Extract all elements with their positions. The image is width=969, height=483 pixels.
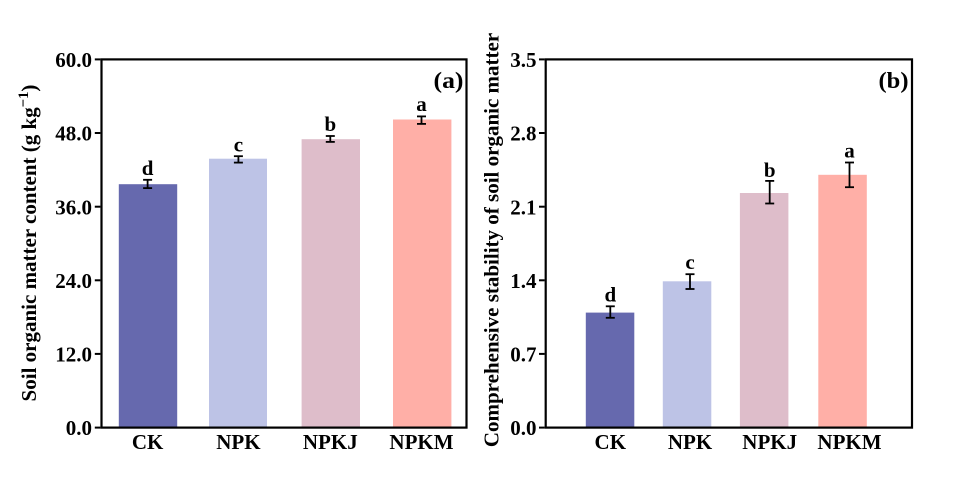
svg-text:Soil organic matter content (g: Soil organic matter content (g kg−1) [16, 85, 41, 402]
svg-text:c: c [685, 250, 694, 274]
svg-text:a: a [416, 92, 427, 116]
svg-text:NPKJ: NPKJ [303, 430, 358, 454]
svg-text:CK: CK [595, 430, 627, 454]
svg-text:0.0: 0.0 [510, 416, 536, 440]
svg-text:NPK: NPK [216, 430, 261, 454]
svg-text:NPKM: NPKM [817, 430, 881, 454]
svg-text:0.7: 0.7 [510, 343, 536, 367]
svg-text:Comprehensive stability of soi: Comprehensive stability of soil organic … [480, 33, 504, 447]
svg-text:NPKM: NPKM [389, 430, 453, 454]
svg-text:b: b [324, 112, 336, 136]
svg-text:36.0: 36.0 [55, 195, 92, 219]
svg-text:b: b [764, 158, 776, 182]
svg-text:2.8: 2.8 [510, 122, 536, 146]
svg-text:48.0: 48.0 [55, 122, 92, 146]
svg-text:3.5: 3.5 [510, 48, 536, 72]
svg-text:d: d [604, 283, 616, 307]
svg-text:d: d [142, 156, 154, 180]
svg-text:(b): (b) [879, 68, 909, 94]
svg-text:NPK: NPK [668, 430, 713, 454]
svg-text:1.4: 1.4 [510, 269, 537, 293]
svg-text:60.0: 60.0 [55, 48, 92, 72]
svg-text:a: a [844, 138, 855, 162]
svg-text:NPKJ: NPKJ [742, 430, 797, 454]
svg-text:(a): (a) [434, 68, 464, 94]
svg-text:0.0: 0.0 [66, 416, 92, 440]
svg-text:24.0: 24.0 [55, 269, 92, 293]
svg-text:2.1: 2.1 [510, 195, 536, 219]
svg-text:c: c [234, 132, 243, 156]
svg-text:12.0: 12.0 [55, 343, 92, 367]
svg-text:CK: CK [132, 430, 164, 454]
